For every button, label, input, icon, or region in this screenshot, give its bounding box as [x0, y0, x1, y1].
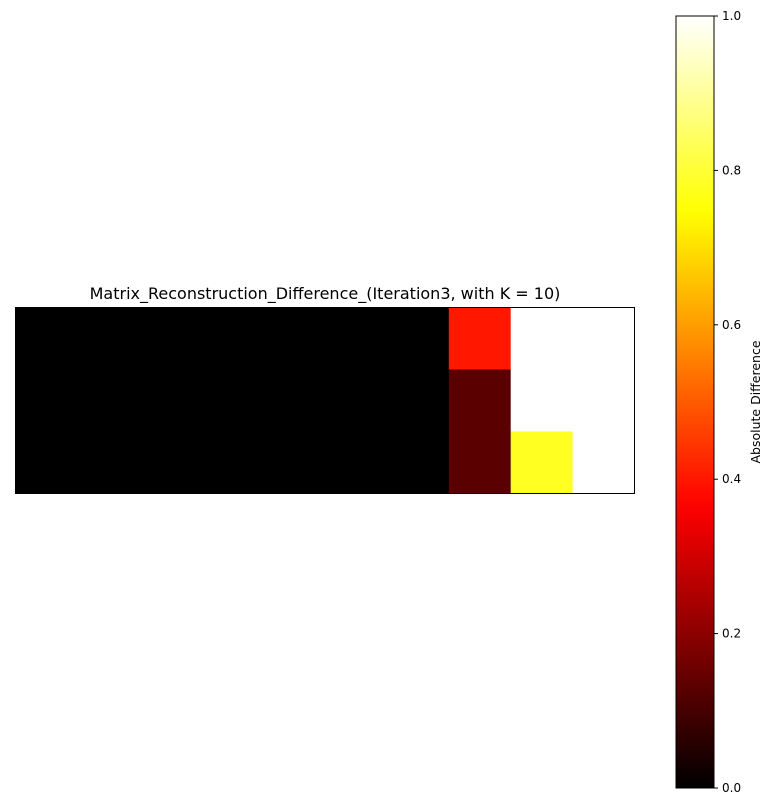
- colorbar-tick-label-4: 0.8: [722, 163, 741, 177]
- plot-frame: [15, 307, 635, 494]
- heatmap-cell-r2-c3: [201, 431, 264, 494]
- heatmap-cell-r1-c2: [139, 369, 202, 432]
- heatmap-cell-r1-c8: [510, 369, 574, 432]
- heatmap-cell-r1-c4: [263, 369, 326, 432]
- colorbar-ticks: 0.0 0.2 0.4 0.6 0.8 1.0: [714, 9, 741, 795]
- heatmap-cell-r0-c7: [448, 307, 512, 370]
- colorbar-tick-label-2: 0.4: [722, 472, 741, 486]
- heatmap-cell-r0-c6: [386, 307, 450, 370]
- heatmap-cell-r0-c4: [263, 307, 326, 370]
- heatmap-cell-r0-c3: [201, 307, 264, 370]
- heatmap-cell-r0-c2: [139, 307, 202, 370]
- heatmap-cell-r1-c1: [77, 369, 140, 432]
- colorbar-tick-label-3: 0.6: [722, 318, 741, 332]
- heatmap-cell-r1-c3: [201, 369, 264, 432]
- colorbar-tick-label-1: 0.2: [722, 627, 741, 641]
- heatmap-cell-r2-c9: [572, 431, 635, 494]
- chart-title: Matrix_Reconstruction_Difference_(Iterat…: [90, 284, 561, 304]
- heatmap-cells: [15, 307, 635, 494]
- colorbar-tick-label-5: 1.0: [722, 9, 741, 23]
- colorbar-frame: [675, 15, 715, 789]
- heatmap-cell-r2-c7: [448, 431, 512, 494]
- heatmap-cell-r0-c8: [510, 307, 574, 370]
- heatmap-cell-r2-c8: [510, 431, 574, 494]
- heatmap-cell-r0-c0: [15, 307, 78, 370]
- heatmap-cell-r2-c4: [263, 431, 326, 494]
- heatmap-cell-r0-c5: [325, 307, 388, 370]
- heatmap-cell-r1-c9: [572, 369, 635, 432]
- heatmap-cell-r1-c7: [448, 369, 512, 432]
- heatmap-cell-r2-c0: [15, 431, 78, 494]
- heatmap-cell-r1-c6: [386, 369, 450, 432]
- heatmap-cell-r0-c1: [77, 307, 140, 370]
- heatmap-cell-r2-c6: [386, 431, 450, 494]
- colorbar-label: Absolute Difference: [748, 340, 763, 463]
- colorbar-tick-label-0: 0.0: [722, 781, 741, 795]
- heatmap-cell-r2-c2: [139, 431, 202, 494]
- heatmap-cell-r1-c5: [325, 369, 388, 432]
- heatmap-cell-r2-c1: [77, 431, 140, 494]
- heatmap-cell-r0-c9: [572, 307, 635, 370]
- heatmap-cell-r1-c0: [15, 369, 78, 432]
- heatmap-cell-r2-c5: [325, 431, 388, 494]
- colorbar: [676, 16, 714, 788]
